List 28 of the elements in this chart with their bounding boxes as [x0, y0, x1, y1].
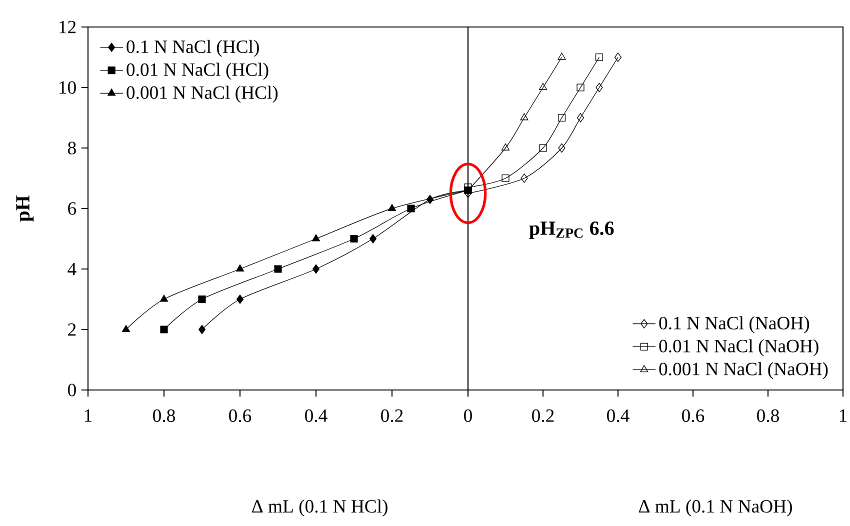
y-axis-title: pH	[16, 196, 34, 222]
x-tick-label: 1	[84, 409, 92, 422]
y-tick-label: 4	[68, 262, 76, 276]
y-tick-label: 10	[60, 81, 76, 94]
x-tick-label: 0.2	[532, 409, 554, 422]
x-tick-label: 0.6	[229, 409, 252, 422]
x-tick-label: 0.8	[757, 409, 779, 422]
y-tick-label: 0	[68, 384, 76, 396]
legend-label: 0.01 N NaCl (HCl)	[126, 62, 268, 80]
x-tick-label: 0.4	[607, 409, 630, 422]
legend-label: 0.001 N NaCl (HCl)	[126, 86, 278, 103]
x-tick-label: 1	[840, 409, 847, 422]
y-tick-label: 8	[68, 142, 76, 154]
x-axis-title: Δ mL (0.1 N HCl)	[252, 500, 388, 516]
y-tick-label: 2	[68, 323, 76, 336]
x-tick-label: 0.8	[153, 409, 175, 422]
x-tick-label: 0.6	[682, 409, 704, 422]
text: pH$_{ZPC}$ 6.6	[529, 222, 614, 240]
x-tick-label: 0.2	[381, 409, 403, 422]
x-axis-title: Δ mL (0.1 N NaOH)	[638, 500, 792, 516]
y-tick-label: 6	[68, 202, 76, 215]
y-tick-label: 12	[60, 20, 76, 34]
x-tick-label: 0	[464, 409, 472, 422]
legend-label: 0.001 N NaCl (NaOH)	[659, 362, 828, 380]
legend-label: 0.01 N NaCl (NaOH)	[659, 339, 818, 356]
x-tick-label: 0.4	[305, 409, 328, 422]
legend-label: 0.1 N NaCl (NaOH)	[659, 316, 810, 334]
legend-label: 0.1 N NaCl (HCl)	[126, 40, 259, 57]
